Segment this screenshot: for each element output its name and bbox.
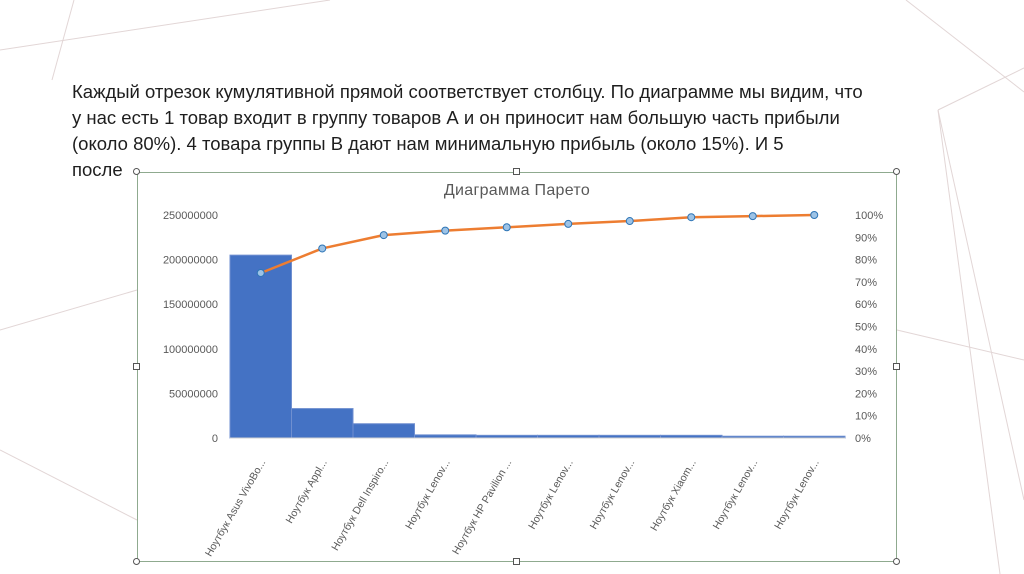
pareto-chart[interactable]: Диаграмма Парето 250000000 200000000 15000… (137, 172, 897, 562)
x-tick-label: Ноутбук Lenov... (526, 458, 576, 532)
y-tick-label: 0 (212, 433, 218, 445)
y2-tick-label: 20% (855, 388, 877, 400)
x-tick-label: Ноутбук Appl... (284, 458, 330, 526)
line-marker (318, 244, 327, 253)
x-tick-label: Ноутбук Dell Inspiro... (329, 458, 391, 553)
line-marker (625, 217, 634, 226)
resize-handle-top-right[interactable] (893, 168, 900, 175)
line-marker (564, 219, 573, 228)
resize-handle-right[interactable] (893, 363, 900, 370)
x-tick-label: Ноутбук Lenov... (588, 458, 638, 532)
paragraph-line-2: у нас есть 1 товар входит в группу товар… (72, 107, 840, 128)
line-marker (502, 223, 511, 232)
x-tick-label: Ноутбук HP Pavilion ... (450, 458, 514, 557)
y2-tick-label: 50% (855, 322, 877, 334)
x-tick-label: Ноутбук Asus VivoBo... (203, 458, 268, 559)
paragraph-line-4: после (72, 159, 123, 180)
line-marker (748, 212, 757, 221)
line-marker (379, 231, 388, 240)
x-tick-label: Ноутбук Xiaom... (648, 458, 699, 534)
x-tick-label: Ноутбук Lenov... (772, 458, 822, 532)
y-tick-label: 150000000 (163, 299, 218, 311)
y-tick-label: 50000000 (169, 388, 218, 400)
resize-handle-bottom-left[interactable] (133, 558, 140, 565)
paragraph-line-3: (около 80%). 4 товара группы В дают нам … (72, 133, 784, 154)
x-tick-label: Ноутбук Lenov... (711, 458, 761, 532)
y2-tick-label: 100% (855, 210, 883, 222)
description-paragraph: Каждый отрезок кумулятивной прямой соотв… (72, 79, 952, 183)
y2-tick-label: 60% (855, 299, 877, 311)
chart-title: Диаграмма Парето (443, 182, 591, 199)
resize-handle-left[interactable] (133, 363, 140, 370)
line-marker (441, 226, 450, 235)
line-marker (256, 268, 265, 277)
chart-plot: 250000000 200000000 150000000 100000000 5000… (163, 210, 883, 559)
resize-handle-bottom-right[interactable] (893, 558, 900, 565)
y2-tick-label: 0% (855, 433, 871, 445)
line-marker (810, 211, 819, 219)
y-tick-label: 100000000 (163, 344, 218, 356)
paragraph-line-1: Каждый отрезок кумулятивной прямой соотв… (72, 81, 863, 102)
resize-handle-top-left[interactable] (133, 168, 140, 175)
y2-tick-label: 70% (855, 277, 877, 289)
resize-handle-top[interactable] (513, 168, 520, 175)
bar (352, 423, 415, 439)
y-tick-label: 200000000 (163, 255, 218, 267)
y-tick-label: 250000000 (163, 210, 218, 222)
y2-tick-label: 40% (855, 344, 877, 356)
y2-tick-label: 10% (855, 411, 877, 423)
y2-tick-label: 30% (855, 366, 877, 378)
y2-tick-label: 90% (855, 232, 877, 244)
x-tick-label: Ноутбук Lenov... (403, 458, 453, 532)
resize-handle-bottom[interactable] (513, 558, 520, 565)
bar (229, 254, 292, 439)
bar (291, 408, 354, 439)
y2-tick-label: 80% (855, 255, 877, 267)
cumulative-line (260, 213, 815, 275)
line-marker (687, 213, 696, 222)
